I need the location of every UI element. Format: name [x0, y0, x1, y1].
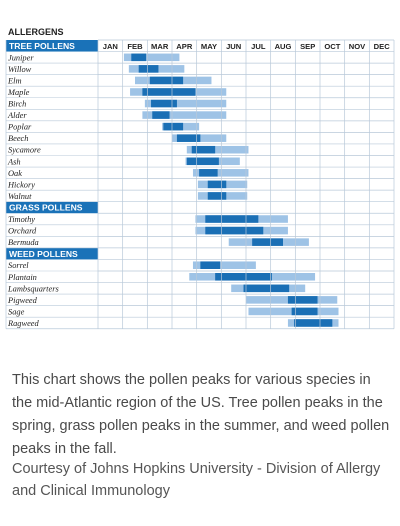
species-label-plantain: Plantain [7, 273, 37, 282]
species-label-beech: Beech [8, 134, 28, 143]
month-label-jan: JAN [103, 42, 118, 51]
month-label-may: MAY [201, 42, 217, 51]
species-label-hickory: Hickory [7, 180, 35, 189]
month-label-jul: JUL [251, 42, 266, 51]
season-bar-birch [144, 99, 227, 108]
species-label-walnut: Walnut [8, 192, 32, 201]
group-header-tree-pollens [6, 40, 98, 52]
month-label-dec: DEC [374, 42, 391, 51]
season-bar-oak [192, 169, 249, 177]
chart-title: ALLERGENS [8, 27, 64, 37]
chart-caption: This chart shows the pollen peaks for va… [12, 372, 390, 457]
chart-credit: Courtesy of Johns Hopkins University - D… [12, 461, 381, 499]
month-label-mar: MAR [151, 42, 169, 51]
species-label-bermuda: Bermuda [8, 238, 39, 247]
species-label-juniper: Juniper [8, 53, 34, 62]
peak-bar-sorrel [200, 261, 221, 269]
species-label-birch: Birch [8, 100, 26, 109]
month-label-oct: OCT [324, 42, 340, 51]
species-label-timothy: Timothy [8, 215, 35, 224]
month-label-nov: NOV [349, 42, 366, 51]
species-label-sage: Sage [8, 307, 25, 316]
group-header-grass-pollens [6, 201, 98, 214]
peak-bar-orchard [205, 226, 264, 235]
peak-bar-hickory [207, 180, 227, 189]
species-label-maple: Maple [7, 88, 30, 97]
month-label-aug: AUG [275, 42, 292, 51]
peak-bar-elm [149, 76, 184, 85]
peak-bar-ash [186, 157, 219, 166]
group-header-weed-pollens [6, 247, 98, 260]
species-label-poplar: Poplar [7, 123, 32, 132]
peak-bar-bermuda [252, 238, 283, 246]
peak-bar-poplar [163, 122, 184, 131]
species-label-lambsquarters: Lambsquarters [7, 284, 59, 293]
peak-bar-ragweed [294, 319, 333, 327]
month-label-sep: SEP [300, 42, 315, 51]
peak-bar-walnut [207, 192, 227, 200]
peak-bar-maple [142, 88, 196, 96]
peak-bar-sage [291, 307, 318, 316]
peak-bar-juniper [131, 53, 147, 62]
group-label-tree-pollens: TREE POLLENS [9, 41, 75, 51]
month-label-feb: FEB [127, 42, 143, 51]
species-label-ragweed: Ragweed [7, 319, 40, 328]
pollen-chart-svg: ALLERGENS TREE POLLENS JAN FEB MAR APR MAY JUN J… [5, 27, 395, 330]
species-label-willow: Willow [8, 65, 32, 74]
peak-bar-pigweed [287, 296, 318, 304]
season-bar-juniper [123, 53, 180, 62]
peak-bar-oak [199, 169, 218, 177]
species-label-pigweed: Pigweed [7, 296, 38, 305]
species-label-sycamore: Sycamore [8, 146, 41, 155]
peak-bar-lambsquarters [243, 284, 290, 293]
month-label-jun: JUN [226, 42, 241, 51]
species-label-orchard: Orchard [8, 227, 37, 236]
pollen-chart: ALLERGENS TREE POLLENS JAN FEB MAR APR MAY JUN J… [5, 27, 395, 330]
species-label-alder: Alder [7, 111, 27, 120]
species-label-elm: Elm [7, 76, 22, 85]
peak-bar-timothy [205, 215, 259, 223]
peak-bar-alder [152, 111, 170, 119]
peak-bar-willow [138, 65, 159, 73]
group-label-weed-pollens: WEED POLLENS [9, 249, 78, 259]
group-label-grass-pollens: GRASS POLLENS [9, 203, 83, 213]
month-label-apr: APR [176, 42, 193, 51]
species-label-sorrel: Sorrel [8, 261, 29, 270]
peak-bar-beech [176, 134, 201, 142]
season-bar-sycamore [186, 145, 249, 154]
species-label-ash: Ash [7, 157, 21, 166]
season-bar-sorrel [192, 261, 256, 269]
peak-bar-sycamore [191, 145, 216, 154]
peak-bar-birch [151, 99, 177, 108]
peak-bar-plantain [215, 273, 272, 281]
species-label-oak: Oak [8, 169, 22, 178]
season-bar-alder [142, 111, 227, 119]
